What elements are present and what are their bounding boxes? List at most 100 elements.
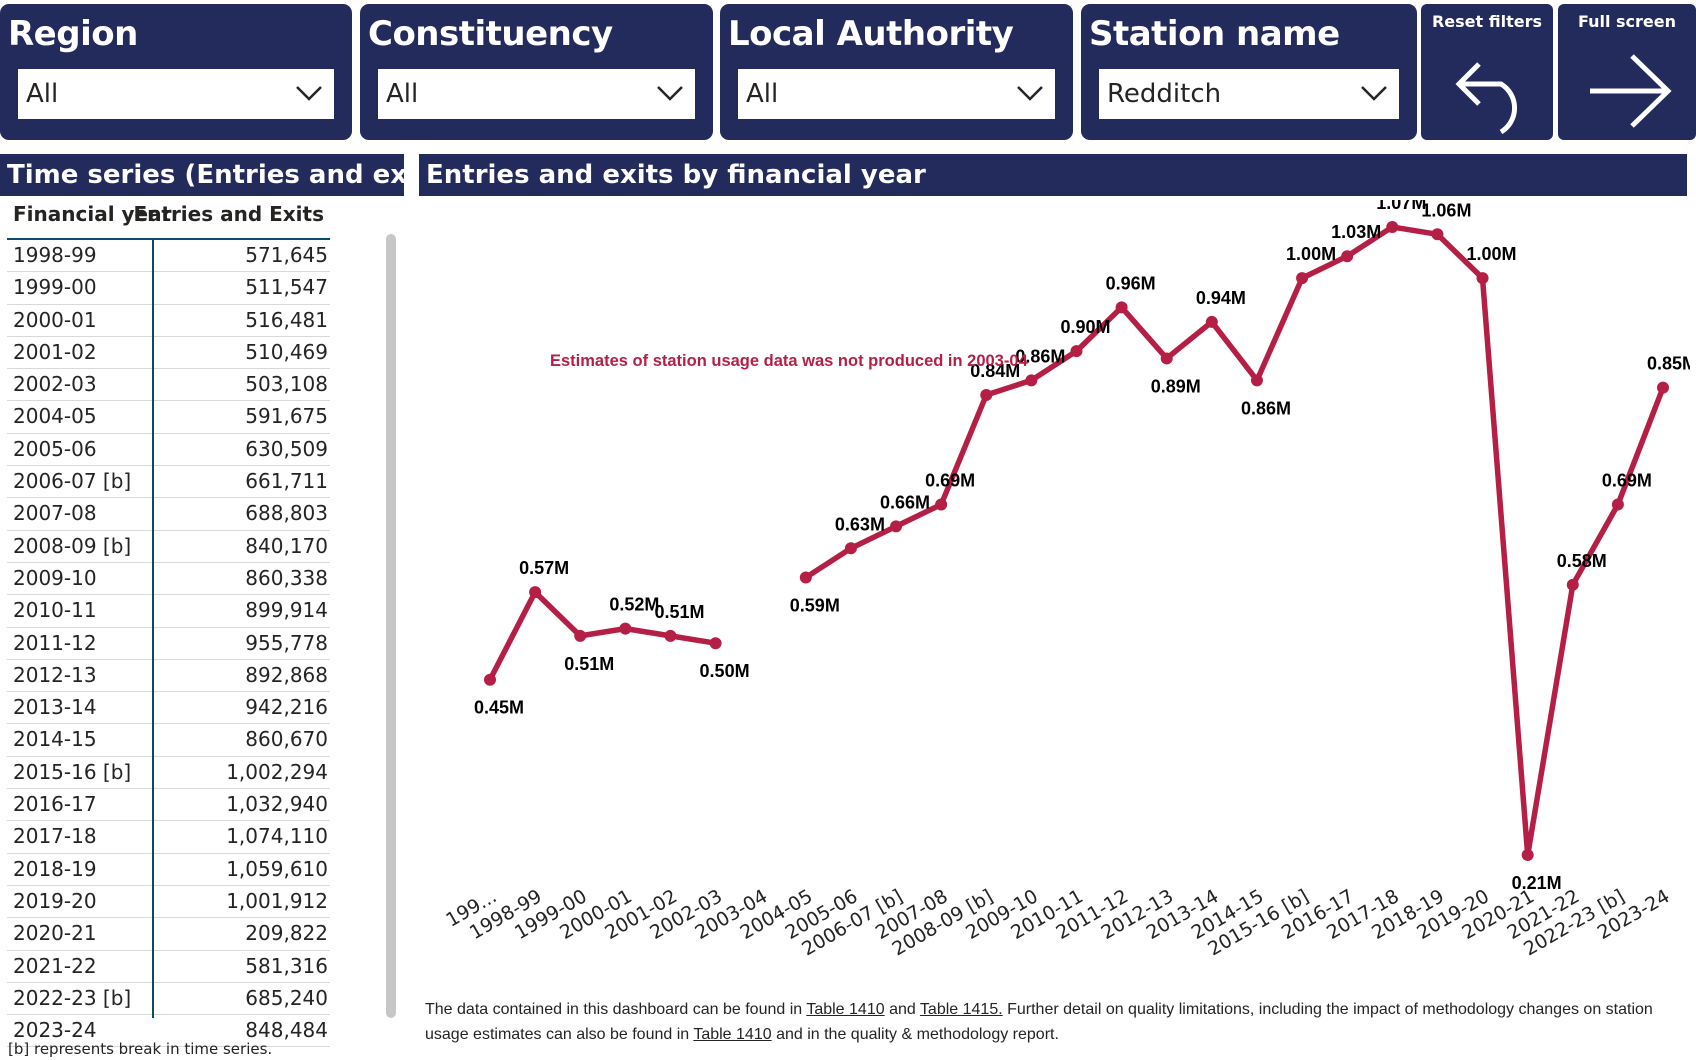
station-name-filter-title: Station name xyxy=(1089,14,1340,54)
data-point[interactable] xyxy=(1115,301,1128,314)
data-point[interactable] xyxy=(1250,374,1263,387)
column-header-financial-year[interactable]: Financial year xyxy=(13,202,172,226)
data-point[interactable] xyxy=(1657,381,1669,394)
entries-exits-cell: 516,481 xyxy=(245,307,328,332)
table-row[interactable]: 2007-08 688,803 xyxy=(7,498,330,531)
constituency-filter: Constituency All xyxy=(360,4,713,140)
entries-exits-cell: 840,170 xyxy=(245,533,328,558)
table-row[interactable]: 2005-06 630,509 xyxy=(7,434,330,467)
data-point[interactable] xyxy=(1476,272,1489,285)
data-label: 0.66M xyxy=(880,492,930,512)
entries-exits-cell: 860,670 xyxy=(245,727,328,752)
data-point[interactable] xyxy=(664,629,677,642)
table-row[interactable]: 2000-01 516,481 xyxy=(7,305,330,337)
data-label: 0.63M xyxy=(835,514,885,534)
table-1415-link[interactable]: Table 1415. xyxy=(919,1001,1003,1018)
data-point[interactable] xyxy=(1296,272,1309,285)
data-point[interactable] xyxy=(529,586,542,599)
table-row[interactable]: 2014-15 860,670 xyxy=(7,724,330,757)
note-text-3: Further detail on quality limitations, i… xyxy=(425,1001,1653,1043)
station-name-dropdown[interactable]: Redditch xyxy=(1099,69,1399,119)
table-1410-link[interactable]: Table 1410 xyxy=(806,1001,885,1018)
break-footnote: [b] represents break in time series. xyxy=(8,1040,273,1058)
financial-year-cell: 1999-00 xyxy=(13,275,97,300)
financial-year-cell: 2009-10 xyxy=(13,565,97,590)
data-point[interactable] xyxy=(1025,374,1038,387)
constituency-dropdown[interactable]: All xyxy=(378,69,695,119)
entries-exits-cell: 942,216 xyxy=(245,695,328,720)
entries-exits-cell: 591,675 xyxy=(245,404,328,429)
region-dropdown[interactable]: All xyxy=(18,69,334,119)
table-row[interactable]: 2001-02 510,469 xyxy=(7,337,330,370)
data-point[interactable] xyxy=(1566,578,1579,591)
entries-exits-cell: 503,108 xyxy=(245,372,328,397)
table-row[interactable]: 1999-00 511,547 xyxy=(7,272,330,305)
table-row[interactable]: 2009-10 860,338 xyxy=(7,563,330,596)
data-point[interactable] xyxy=(709,637,722,650)
station-name-dropdown-value: Redditch xyxy=(1107,79,1222,109)
data-label: 1.06M xyxy=(1421,200,1471,220)
data-source-note: The data contained in this dashboard can… xyxy=(425,997,1680,1047)
table-row[interactable]: 2021-22 581,316 xyxy=(7,951,330,983)
data-point[interactable] xyxy=(1070,345,1083,358)
table-row[interactable]: 2010-11 899,914 xyxy=(7,595,330,628)
table-row[interactable]: 1998-99 571,645 xyxy=(7,240,330,273)
table-1410-link-2[interactable]: Table 1410 xyxy=(693,1026,772,1043)
data-point[interactable] xyxy=(890,520,903,533)
data-point[interactable] xyxy=(980,388,993,401)
data-point[interactable] xyxy=(1431,228,1444,241)
table-row[interactable]: 2023-24 848,484 xyxy=(7,1015,330,1048)
constituency-filter-title: Constituency xyxy=(368,14,613,54)
entries-exits-cell: 1,074,110 xyxy=(226,824,328,849)
table-row[interactable]: 2008-09 [b] 840,170 xyxy=(7,531,330,563)
entries-exits-cell: 571,645 xyxy=(245,243,328,267)
data-point[interactable] xyxy=(1521,849,1534,861)
column-header-entries-exits[interactable]: Entries and Exits xyxy=(133,202,324,226)
table-row[interactable]: 2013-14 942,216 xyxy=(7,692,330,725)
region-filter: Region All xyxy=(0,4,352,140)
financial-year-cell: 2023-24 xyxy=(13,1018,97,1043)
chevron-down-icon xyxy=(657,86,683,101)
time-series-table: Financial year Entries and Exits 1998-99… xyxy=(7,198,330,1048)
data-point[interactable] xyxy=(844,542,857,555)
table-row[interactable]: 2015-16 [b] 1,002,294 xyxy=(7,757,330,790)
financial-year-cell: 2014-15 xyxy=(13,727,97,752)
data-label: 0.84M xyxy=(970,361,1020,381)
region-dropdown-value: All xyxy=(26,79,59,109)
data-point[interactable] xyxy=(1160,352,1173,365)
constituency-dropdown-value: All xyxy=(386,79,419,109)
table-row[interactable]: 2012-13 892,868 xyxy=(7,660,330,693)
data-point[interactable] xyxy=(1611,498,1624,511)
entries-exits-cell: 848,484 xyxy=(245,1018,328,1043)
entries-exits-cell: 1,001,912 xyxy=(226,888,328,913)
data-point[interactable] xyxy=(935,498,948,511)
data-label: 0.21M xyxy=(1512,873,1562,893)
entries-exits-cell: 685,240 xyxy=(245,985,328,1010)
data-point[interactable] xyxy=(484,673,496,686)
table-row[interactable]: 2016-17 1,032,940 xyxy=(7,789,330,822)
data-point[interactable] xyxy=(1341,250,1354,263)
data-point[interactable] xyxy=(799,571,812,584)
entries-exits-cell: 1,032,940 xyxy=(226,792,328,817)
table-row[interactable]: 2018-19 1,059,610 xyxy=(7,854,330,886)
financial-year-cell: 2001-02 xyxy=(13,339,97,364)
table-row[interactable]: 2011-12 955,778 xyxy=(7,628,330,660)
data-label: 0.51M xyxy=(654,602,704,622)
financial-year-cell: 2022-23 [b] xyxy=(13,985,132,1010)
table-row[interactable]: 2006-07 [b] 661,711 xyxy=(7,466,330,499)
table-scrollbar[interactable] xyxy=(386,234,396,1018)
data-point[interactable] xyxy=(619,622,632,635)
data-point[interactable] xyxy=(1386,221,1399,233)
table-row[interactable]: 2004-05 591,675 xyxy=(7,401,330,434)
local-authority-dropdown[interactable]: All xyxy=(738,69,1055,119)
reset-filters-button[interactable]: Reset filters xyxy=(1421,4,1553,140)
table-row[interactable]: 2019-20 1,001,912 xyxy=(7,886,330,919)
full-screen-button[interactable]: Full screen xyxy=(1558,4,1696,140)
data-point[interactable] xyxy=(1205,315,1218,328)
financial-year-cell: 2019-20 xyxy=(13,888,97,913)
table-row[interactable]: 2022-23 [b] 685,240 xyxy=(7,983,330,1016)
data-point[interactable] xyxy=(574,629,587,642)
table-row[interactable]: 2017-18 1,074,110 xyxy=(7,821,330,854)
table-row[interactable]: 2020-21 209,822 xyxy=(7,918,330,951)
table-row[interactable]: 2002-03 503,108 xyxy=(7,369,330,402)
